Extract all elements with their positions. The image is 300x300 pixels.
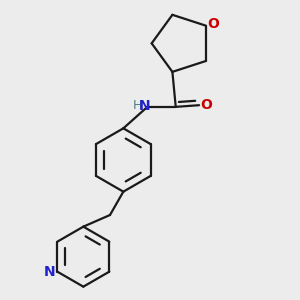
Text: N: N [139,99,151,113]
Text: H: H [133,99,142,112]
Text: N: N [44,265,56,279]
Text: O: O [207,17,219,31]
Text: O: O [200,98,212,112]
